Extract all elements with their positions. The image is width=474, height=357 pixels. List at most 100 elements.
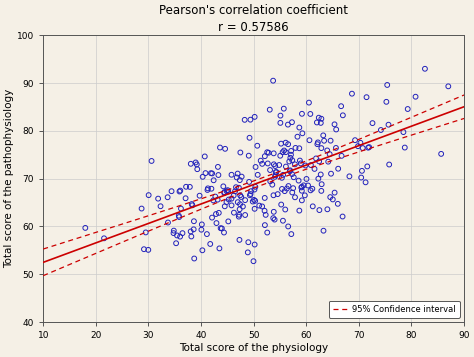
Point: [176, 234, 184, 240]
Point: [170, 230, 177, 236]
Point: [291, 195, 299, 200]
Point: [316, 207, 323, 213]
Point: [270, 192, 277, 198]
Point: [307, 187, 314, 193]
Point: [404, 106, 411, 112]
Point: [266, 178, 274, 184]
Point: [232, 184, 240, 190]
Point: [247, 191, 255, 197]
Point: [170, 228, 178, 233]
Point: [261, 195, 269, 201]
Point: [168, 188, 175, 194]
Point: [326, 151, 333, 157]
Point: [215, 172, 222, 178]
Point: [177, 206, 185, 211]
Point: [175, 214, 183, 220]
Point: [331, 190, 338, 196]
Point: [237, 150, 244, 155]
Point: [285, 159, 293, 164]
Point: [236, 177, 244, 183]
Point: [216, 145, 224, 150]
Point: [286, 167, 294, 173]
Point: [369, 120, 376, 126]
Point: [202, 170, 210, 176]
Point: [289, 157, 296, 163]
Point: [264, 149, 271, 155]
Point: [319, 132, 327, 138]
Point: [221, 203, 228, 209]
Point: [290, 175, 298, 180]
Title: Pearson's correlation coefficient
r = 0.57586: Pearson's correlation coefficient r = 0.…: [159, 4, 348, 34]
Point: [303, 176, 310, 182]
Point: [351, 137, 359, 143]
Point: [246, 135, 253, 141]
Point: [280, 106, 288, 111]
Point: [285, 183, 292, 189]
Point: [203, 231, 211, 237]
Point: [140, 246, 148, 252]
Point: [251, 242, 258, 247]
Point: [305, 100, 313, 105]
Point: [173, 232, 181, 238]
Point: [288, 119, 296, 125]
Point: [276, 153, 284, 159]
Point: [257, 158, 264, 164]
Point: [317, 120, 325, 126]
Point: [208, 215, 216, 221]
Point: [312, 156, 320, 161]
Point: [261, 222, 269, 228]
Point: [277, 113, 284, 119]
Point: [198, 222, 206, 227]
Point: [224, 189, 232, 195]
Point: [272, 169, 280, 175]
Point: [282, 140, 290, 146]
Point: [212, 211, 220, 217]
Point: [270, 209, 278, 215]
Point: [348, 91, 356, 96]
Point: [241, 197, 249, 203]
Y-axis label: Total score of the pathophysiology: Total score of the pathophysiology: [4, 89, 14, 268]
Point: [334, 201, 342, 207]
Point: [284, 223, 292, 229]
Point: [187, 161, 195, 167]
Point: [357, 175, 365, 180]
Point: [400, 129, 407, 135]
Point: [261, 154, 269, 159]
Point: [359, 145, 366, 151]
Point: [298, 111, 306, 117]
Point: [234, 171, 241, 176]
Point: [190, 226, 198, 232]
Point: [265, 150, 273, 156]
Point: [377, 127, 385, 133]
Point: [223, 188, 230, 194]
Point: [175, 213, 182, 218]
Point: [277, 202, 285, 207]
Point: [318, 145, 325, 151]
Point: [193, 162, 201, 167]
Point: [304, 183, 312, 188]
Point: [204, 187, 211, 193]
Point: [299, 130, 306, 136]
Point: [225, 218, 232, 224]
Point: [192, 160, 200, 165]
Point: [252, 164, 259, 170]
Point: [198, 227, 205, 232]
Point: [275, 162, 283, 168]
Point: [383, 82, 391, 88]
Point: [317, 172, 325, 177]
Point: [315, 159, 323, 164]
Point: [315, 115, 323, 121]
Point: [217, 225, 225, 231]
Point: [438, 151, 445, 157]
Point: [251, 198, 259, 204]
Point: [295, 145, 303, 151]
Point: [284, 122, 292, 127]
X-axis label: Total score of the physiology: Total score of the physiology: [179, 343, 328, 353]
Point: [401, 145, 409, 150]
Point: [364, 164, 371, 169]
Point: [196, 193, 203, 198]
Point: [187, 228, 194, 234]
Point: [214, 197, 221, 202]
Point: [309, 203, 317, 209]
Point: [193, 166, 201, 172]
